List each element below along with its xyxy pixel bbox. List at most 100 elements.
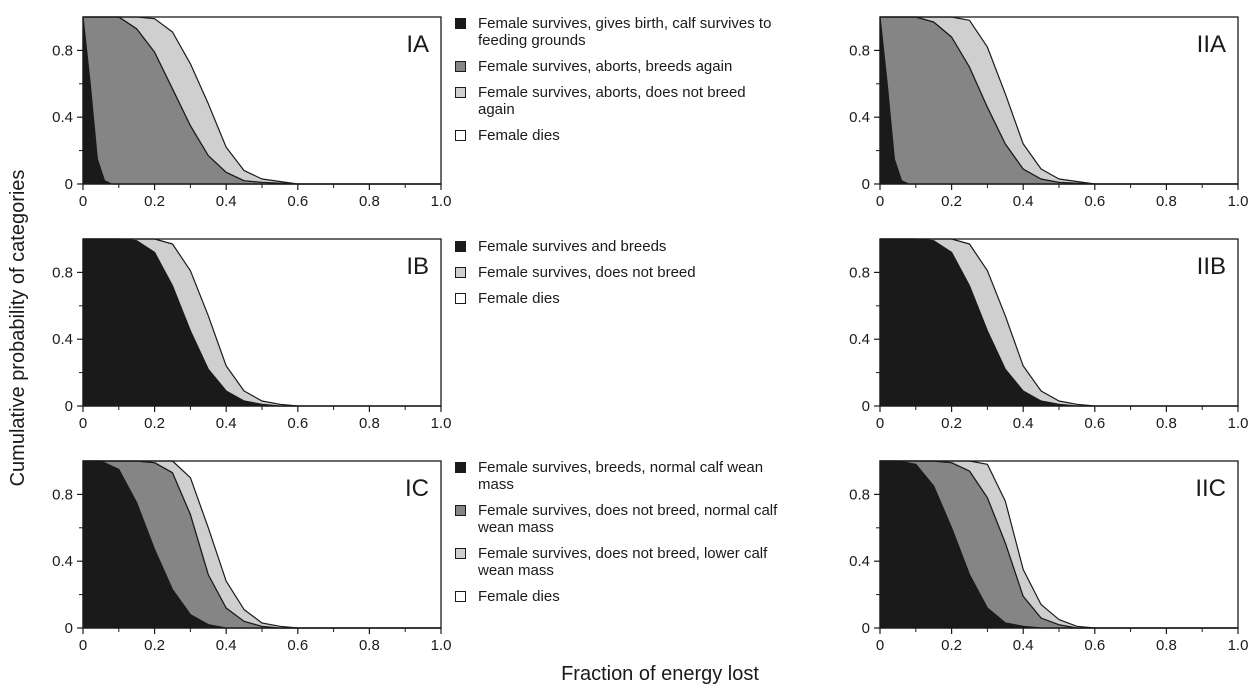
legend-swatch xyxy=(455,130,466,141)
legend-label: Female survives, does not breed, normal … xyxy=(478,502,778,536)
x-tick-label: 0.8 xyxy=(1156,193,1177,210)
panel-label: IIB xyxy=(1197,253,1226,280)
legend-swatch xyxy=(455,548,466,559)
chart-panel-ib: 0 0.2 0.4 0.6 0.8 1.0 0 0.4 0.8 IB xyxy=(52,238,452,432)
y-tick-label: 0 xyxy=(65,176,73,193)
y-tick-label: 0.8 xyxy=(52,486,73,503)
y-axis-label: Cumulative probability of categories xyxy=(7,170,29,487)
x-tick-label: 0.4 xyxy=(1013,637,1034,654)
y-tick-label: 0.8 xyxy=(849,42,870,59)
legend-label: Female survives, gives birth, calf survi… xyxy=(478,15,772,49)
x-tick-label: 0.4 xyxy=(216,637,237,654)
chart-panel-ic: 0 0.2 0.4 0.6 0.8 1.0 0 0.4 0.8 IC xyxy=(52,460,452,654)
x-tick-label: 0 xyxy=(876,415,884,432)
legend-item: Female survives, gives birth, calf survi… xyxy=(455,15,785,49)
x-tick-label: 0.4 xyxy=(216,193,237,210)
legend-label: Female survives, aborts, breeds again xyxy=(478,58,733,75)
x-tick-label: 0.6 xyxy=(1084,637,1105,654)
x-tick-label: 0.2 xyxy=(941,415,962,432)
x-tick-label: 0.8 xyxy=(359,415,380,432)
x-tick-label: 0 xyxy=(79,637,87,654)
x-tick-label: 0.2 xyxy=(144,637,165,654)
chart-panel-ia: 0 0.2 0.4 0.6 0.8 1.0 0 0.4 0.8 IA xyxy=(52,16,452,210)
legend-swatch xyxy=(455,87,466,98)
x-tick-label: 0.6 xyxy=(1084,193,1105,210)
chart-panel-iib: 0 0.2 0.4 0.6 0.8 1.0 0 0.4 0.8 IIB xyxy=(849,238,1249,432)
legend-label: Female dies xyxy=(478,588,560,605)
legend-swatch xyxy=(455,591,466,602)
legend-group-a: Female survives, gives birth, calf survi… xyxy=(455,15,785,153)
y-tick-label: 0 xyxy=(862,176,870,193)
panel-label: IC xyxy=(405,475,429,502)
x-tick-label: 1.0 xyxy=(1228,415,1249,432)
legend-swatch xyxy=(455,462,466,473)
panel-label: IA xyxy=(406,31,429,58)
legend-item: Female dies xyxy=(455,127,785,144)
y-tick-label: 0.8 xyxy=(849,264,870,281)
legend-swatch xyxy=(455,267,466,278)
legend-group-c: Female survives, breeds, normal calf wea… xyxy=(455,459,785,614)
x-tick-label: 0.8 xyxy=(359,637,380,654)
x-tick-label: 0.4 xyxy=(216,415,237,432)
x-tick-label: 1.0 xyxy=(1228,637,1249,654)
panel-label: IIA xyxy=(1197,31,1226,58)
x-tick-label: 0.6 xyxy=(287,637,308,654)
x-tick-label: 0.2 xyxy=(144,193,165,210)
x-tick-label: 0 xyxy=(79,415,87,432)
legend-item: Female survives and breeds xyxy=(455,238,785,255)
y-tick-label: 0 xyxy=(862,620,870,637)
y-tick-label: 0.4 xyxy=(52,331,73,348)
legend-swatch xyxy=(455,505,466,516)
legend-item: Female survives, does not breed, normal … xyxy=(455,502,785,536)
legend-label: Female survives, does not breed, lower c… xyxy=(478,545,768,579)
y-tick-label: 0.8 xyxy=(52,42,73,59)
x-tick-label: 0.6 xyxy=(287,193,308,210)
legend-item: Female survives, aborts, breeds again xyxy=(455,58,785,75)
x-tick-label: 1.0 xyxy=(431,193,452,210)
x-tick-label: 0.2 xyxy=(941,193,962,210)
legend-item: Female survives, breeds, normal calf wea… xyxy=(455,459,785,493)
x-tick-label: 0.2 xyxy=(941,637,962,654)
legend-item: Female dies xyxy=(455,588,785,605)
legend-swatch xyxy=(455,18,466,29)
chart-panel-iia: 0 0.2 0.4 0.6 0.8 1.0 0 0.4 0.8 IIA xyxy=(849,16,1249,210)
y-tick-label: 0 xyxy=(862,398,870,415)
y-tick-label: 0.4 xyxy=(52,109,73,126)
x-tick-label: 0 xyxy=(876,637,884,654)
legend-item: Female survives, does not breed, lower c… xyxy=(455,545,785,579)
x-tick-label: 0.8 xyxy=(1156,415,1177,432)
y-tick-label: 0.4 xyxy=(849,553,870,570)
legend-swatch xyxy=(455,293,466,304)
x-tick-label: 0.6 xyxy=(287,415,308,432)
x-tick-label: 0.4 xyxy=(1013,193,1034,210)
y-tick-label: 0 xyxy=(65,398,73,415)
x-tick-label: 1.0 xyxy=(431,415,452,432)
panel-label: IIC xyxy=(1195,475,1226,502)
chart-panel-iic: 0 0.2 0.4 0.6 0.8 1.0 0 0.4 0.8 IIC xyxy=(849,460,1249,654)
x-tick-label: 1.0 xyxy=(431,637,452,654)
legend-label: Female survives, does not breed xyxy=(478,264,696,281)
y-tick-label: 0.4 xyxy=(849,331,870,348)
y-tick-label: 0 xyxy=(65,620,73,637)
legend-label: Female survives, breeds, normal calf wea… xyxy=(478,459,764,493)
x-tick-label: 0.8 xyxy=(1156,637,1177,654)
legend-label: Female dies xyxy=(478,127,560,144)
panel-label: IB xyxy=(406,253,429,280)
legend-label: Female survives, aborts, does not breed … xyxy=(478,84,746,118)
legend-label: Female survives and breeds xyxy=(478,238,667,255)
y-tick-label: 0.4 xyxy=(52,553,73,570)
x-tick-label: 0.4 xyxy=(1013,415,1034,432)
x-tick-label: 0.2 xyxy=(144,415,165,432)
legend-swatch xyxy=(455,241,466,252)
x-tick-label: 1.0 xyxy=(1228,193,1249,210)
legend-item: Female survives, does not breed xyxy=(455,264,785,281)
x-tick-label: 0.6 xyxy=(1084,415,1105,432)
x-tick-label: 0 xyxy=(876,193,884,210)
y-tick-label: 0.8 xyxy=(52,264,73,281)
x-tick-label: 0 xyxy=(79,193,87,210)
legend-item: Female survives, aborts, does not breed … xyxy=(455,84,785,118)
y-tick-label: 0.4 xyxy=(849,109,870,126)
legend-label: Female dies xyxy=(478,290,560,307)
legend-group-b: Female survives and breeds Female survive… xyxy=(455,238,785,316)
